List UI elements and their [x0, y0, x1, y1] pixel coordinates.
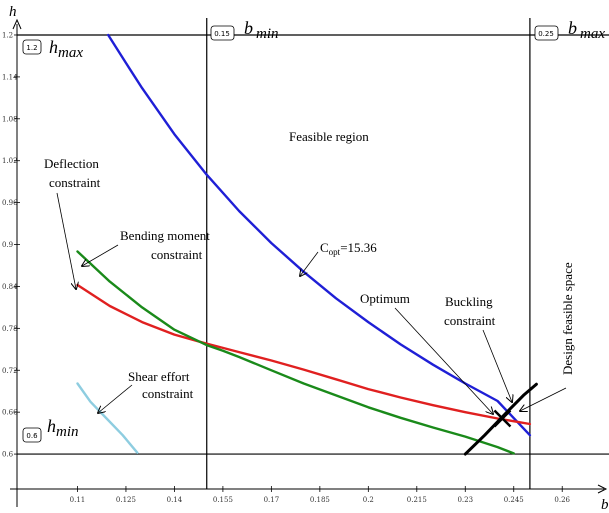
y-axis-label: h [9, 4, 17, 20]
deflection-curve [76, 283, 532, 426]
deflection-label-line2: constraint [49, 175, 101, 190]
design-space-arrow [520, 387, 567, 411]
cost-label-value: =15.36 [340, 240, 377, 255]
b-min-label-sub: min [256, 26, 279, 42]
y-tick-label-8: 1.08 [2, 115, 18, 123]
x-tick-label-10: 0.26 [554, 496, 570, 504]
cost-label-main: C [320, 240, 329, 255]
cost-label: Copt=15.36 [320, 240, 377, 257]
b-min-box-text: 0.15 [214, 30, 230, 38]
h-min-label-main: h [47, 416, 56, 436]
optimum-cross-stroke-2 [493, 409, 512, 428]
series-group [76, 33, 538, 456]
h-min-box-text: 0.6 [26, 432, 38, 440]
feasible-region-label: Feasible region [289, 129, 369, 144]
h-max-box [22, 39, 42, 55]
y-tick-label-9: 1.14 [2, 73, 18, 81]
y-tick-label-7: 1.02 [2, 157, 18, 165]
y-tick-label-2: 0.72 [2, 367, 18, 375]
buckling-label-line2: constraint [444, 313, 496, 328]
b-max-label-main: b [568, 18, 577, 38]
h-max-label-main: h [49, 37, 58, 57]
x-tick-label-6: 0.2 [363, 496, 374, 504]
h-max-box-text: 1.2 [26, 44, 37, 52]
deflection-label-line1: Deflection [44, 156, 99, 171]
b-min-box [210, 25, 235, 41]
shear-arrow [98, 384, 133, 413]
x-tick-label-7: 0.215 [407, 496, 427, 504]
buckling-curve [463, 382, 538, 456]
x-tick-group: 0.11 0.125 0.14 0.155 0.17 0.185 0.2 0.215 0.23 0… [70, 486, 571, 504]
y-tick-label-10: 1.2 [2, 31, 13, 39]
cost-label-sub: opt [329, 247, 341, 257]
bending-label-line1: Bending moment [120, 228, 210, 243]
y-tick-label-5: 0.9 [2, 241, 13, 249]
y-tick-label-0: 0.6 [2, 451, 14, 459]
y-axis-arrow [12, 18, 22, 30]
cost-arrow [300, 251, 319, 276]
optimum-marker [493, 409, 512, 428]
x-axis-label: b [601, 497, 609, 513]
y-tick-label-1: 0.66 [2, 409, 18, 417]
y-tick-group: 0.6 0.66 0.72 0.78 0.84 0.9 0.96 1.02 1.08 1.14 1.… [2, 31, 20, 459]
x-tick-label-3: 0.155 [213, 496, 233, 504]
x-tick-label-4: 0.17 [264, 496, 280, 504]
b-max-box [534, 25, 559, 41]
h-max-label: hmax [49, 37, 83, 61]
b-max-box-text: 0.25 [538, 30, 554, 38]
b-min-label-main: b [244, 18, 253, 38]
x-tick-label-9: 0.245 [504, 496, 524, 504]
y-tick-label-4: 0.84 [2, 283, 18, 291]
bending-label-line2: constraint [151, 247, 203, 262]
x-tick-label-1: 0.125 [116, 496, 136, 504]
h-min-label-sub: min [56, 424, 79, 440]
optimum-arrow [394, 307, 493, 414]
buckling-arrow [482, 329, 512, 402]
x-tick-label-0: 0.11 [70, 496, 86, 504]
b-max-label: b max [568, 18, 605, 42]
bending-arrow [82, 244, 119, 266]
h-min-label: hmin [47, 416, 79, 440]
optimum-label: Optimum [360, 291, 410, 306]
deflection-arrow [56, 192, 76, 289]
design-space-label: Design feasible space [560, 262, 575, 375]
b-max-label-sub: max [580, 26, 605, 42]
h-min-box [22, 427, 42, 443]
y-tick-label-6: 0.96 [2, 199, 18, 207]
buckling-label-line1: Buckling [445, 294, 493, 309]
x-axis-arrow [597, 484, 608, 494]
shear-curve [76, 382, 139, 454]
h-max-label-sub: max [58, 45, 83, 61]
x-tick-label-2: 0.14 [167, 496, 183, 504]
x-tick-label-5: 0.185 [310, 496, 330, 504]
shear-label-line1: Shear effort [128, 369, 190, 384]
b-min-label: b min [244, 18, 279, 42]
bending-curve [76, 250, 515, 455]
x-tick-label-8: 0.23 [457, 496, 473, 504]
shear-label-line2: constraint [142, 386, 194, 401]
y-tick-label-3: 0.78 [2, 325, 18, 333]
